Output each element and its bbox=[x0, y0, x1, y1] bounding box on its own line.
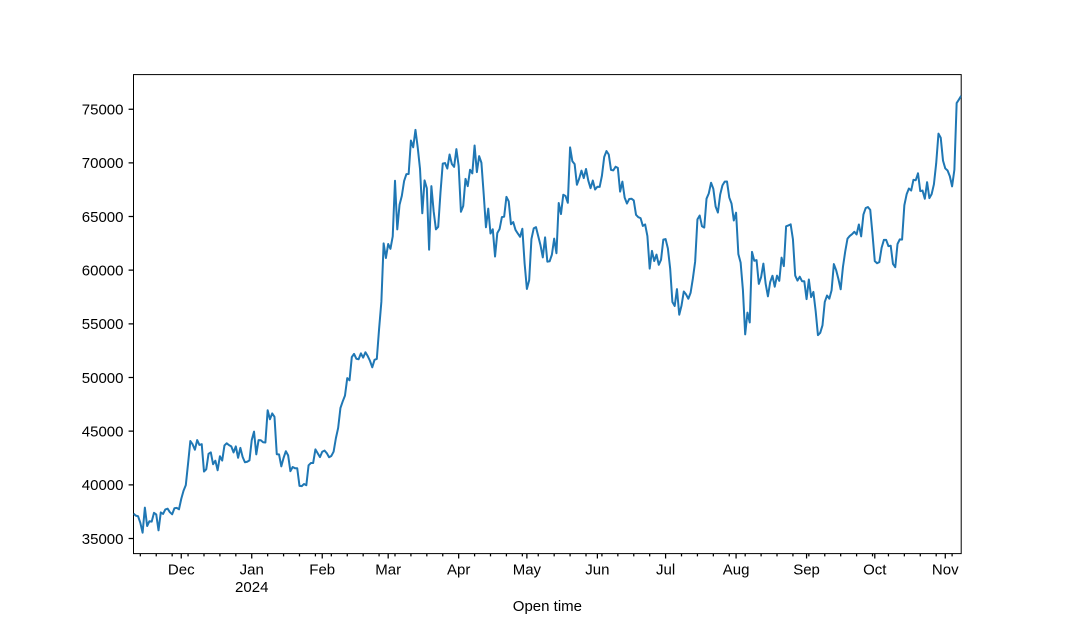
svg-text:Open time: Open time bbox=[513, 598, 582, 615]
svg-text:Sep: Sep bbox=[793, 561, 820, 578]
svg-text:Aug: Aug bbox=[723, 561, 750, 578]
svg-text:65000: 65000 bbox=[82, 209, 124, 226]
svg-text:Jun: Jun bbox=[585, 561, 609, 578]
svg-text:Jan: Jan bbox=[240, 561, 264, 578]
svg-text:2024: 2024 bbox=[235, 579, 268, 596]
svg-text:55000: 55000 bbox=[82, 316, 124, 333]
svg-text:May: May bbox=[513, 561, 542, 578]
svg-text:60000: 60000 bbox=[82, 262, 124, 279]
svg-text:70000: 70000 bbox=[82, 155, 124, 172]
svg-text:Dec: Dec bbox=[168, 561, 195, 578]
svg-text:40000: 40000 bbox=[82, 477, 124, 494]
svg-text:50000: 50000 bbox=[82, 370, 124, 387]
svg-text:Feb: Feb bbox=[309, 561, 335, 578]
svg-text:75000: 75000 bbox=[82, 102, 124, 119]
svg-text:Mar: Mar bbox=[375, 561, 401, 578]
svg-text:45000: 45000 bbox=[82, 423, 124, 440]
svg-text:Nov: Nov bbox=[932, 561, 959, 578]
svg-text:Apr: Apr bbox=[447, 561, 470, 578]
svg-text:Jul: Jul bbox=[656, 561, 675, 578]
svg-text:Oct: Oct bbox=[863, 561, 887, 578]
svg-text:35000: 35000 bbox=[82, 531, 124, 548]
